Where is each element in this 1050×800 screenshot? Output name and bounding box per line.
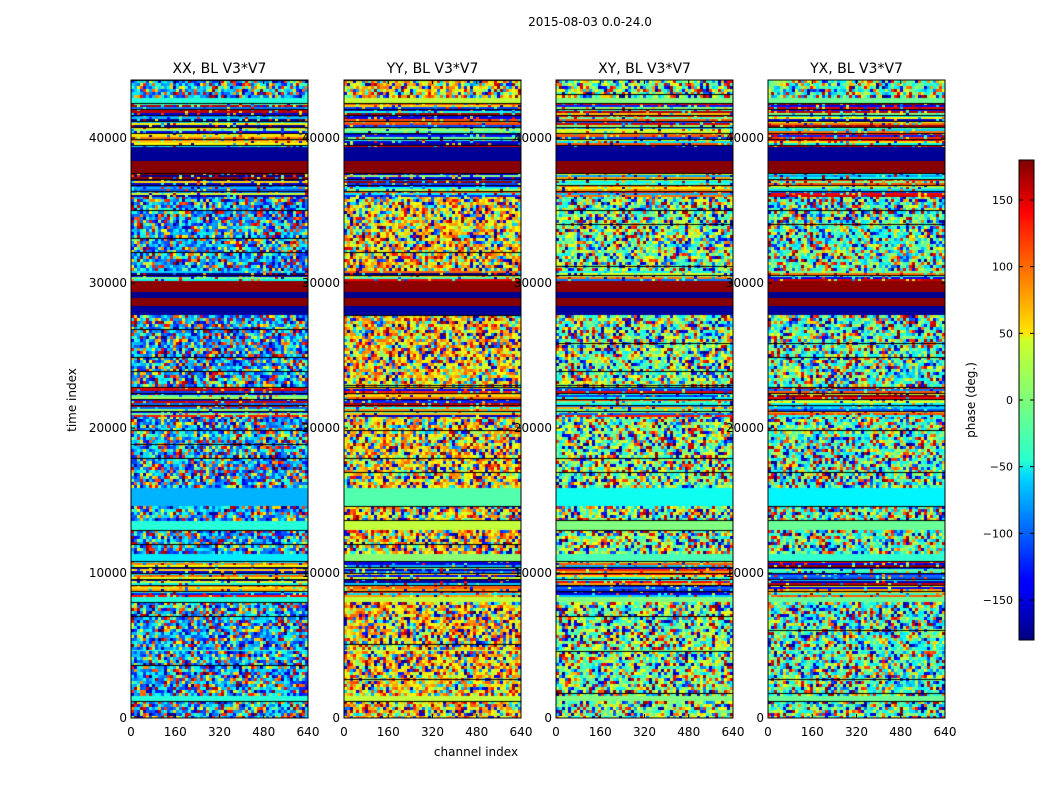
x-tick-label: 640 <box>934 725 957 739</box>
y-tick-label: 0 <box>119 711 127 725</box>
phase-raster <box>344 80 521 718</box>
x-tick-label: 160 <box>164 725 187 739</box>
panel-title: YX, BL V3*V7 <box>809 61 903 77</box>
panel-title: XX, BL V3*V7 <box>173 61 267 77</box>
phase-raster <box>131 80 308 718</box>
y-tick-label: 40000 <box>89 131 127 145</box>
colorbar-tick-label: 150 <box>992 194 1013 207</box>
x-tick-label: 640 <box>510 725 533 739</box>
phase-image <box>768 80 945 718</box>
y-tick-label: 0 <box>544 711 552 725</box>
panel-4: YX, BL V3*V7 0 160 320 480 640 0 10000 20000 3000… <box>726 61 957 739</box>
panel-title: XY, BL V3*V7 <box>598 61 691 77</box>
phase-raster <box>556 80 733 718</box>
phase-raster <box>768 80 945 718</box>
y-tick-label: 10000 <box>89 566 127 580</box>
colorbar-label: phase (deg.) <box>964 362 978 438</box>
y-tick-label: 10000 <box>302 566 340 580</box>
panels-layer: XX, BL V3*V7 0 160 320 480 640 0 10000 20000 3000… <box>89 61 957 739</box>
y-tick-label: 0 <box>332 711 340 725</box>
x-tick-label: 0 <box>552 725 560 739</box>
x-tick-label: 160 <box>589 725 612 739</box>
y-tick-label: 20000 <box>89 421 127 435</box>
colorbar-tick-label: −100 <box>983 527 1013 540</box>
y-tick-label: 30000 <box>514 276 552 290</box>
y-tick-label: 30000 <box>726 276 764 290</box>
x-tick-label: 0 <box>764 725 772 739</box>
phase-image <box>131 80 308 718</box>
x-tick-label: 160 <box>377 725 400 739</box>
colorbar: −150 −100 −50 0 50 100 150 phase (deg.) <box>964 159 1035 641</box>
colorbar-tick-label: 50 <box>999 327 1013 340</box>
x-tick-label: 320 <box>845 725 868 739</box>
y-tick-label: 0 <box>756 711 764 725</box>
y-tick-label: 30000 <box>302 276 340 290</box>
y-axis-label: time index <box>65 368 79 432</box>
x-tick-label: 640 <box>722 725 745 739</box>
phase-image <box>556 80 733 718</box>
y-tick-label: 40000 <box>514 131 552 145</box>
x-tick-label: 480 <box>889 725 912 739</box>
y-tick-label: 10000 <box>514 566 552 580</box>
colorbar-tick-label: 100 <box>992 261 1013 274</box>
y-tick-label: 20000 <box>302 421 340 435</box>
x-tick-label: 320 <box>208 725 231 739</box>
panel-3: XY, BL V3*V7 0 160 320 480 640 0 10000 20000 3000… <box>514 61 745 739</box>
x-tick-label: 480 <box>677 725 700 739</box>
x-tick-label: 160 <box>801 725 824 739</box>
phase-image <box>344 80 521 718</box>
panel-1: XX, BL V3*V7 0 160 320 480 640 0 10000 20000 3000… <box>89 61 320 739</box>
x-tick-label: 0 <box>340 725 348 739</box>
x-tick-label: 640 <box>297 725 320 739</box>
y-tick-label: 30000 <box>89 276 127 290</box>
colorbar-tick-label: −150 <box>983 594 1013 607</box>
y-tick-label: 40000 <box>302 131 340 145</box>
panel-2: YY, BL V3*V7 0 160 320 480 640 0 10000 20000 3000… <box>302 61 533 739</box>
colorbar-tick-label: −50 <box>990 461 1013 474</box>
colorbar-ticks: −150 −100 −50 0 50 100 150 <box>983 194 1034 607</box>
x-tick-label: 480 <box>465 725 488 739</box>
y-tick-label: 20000 <box>514 421 552 435</box>
panel-title: YY, BL V3*V7 <box>386 61 479 77</box>
y-tick-label: 10000 <box>726 566 764 580</box>
y-tick-label: 20000 <box>726 421 764 435</box>
colorbar-tick-label: 0 <box>1006 394 1013 407</box>
suptitle: 2015-08-03 0.0-24.0 <box>528 15 652 29</box>
x-tick-label: 0 <box>127 725 135 739</box>
y-tick-label: 40000 <box>726 131 764 145</box>
x-tick-label: 320 <box>421 725 444 739</box>
x-tick-label: 320 <box>633 725 656 739</box>
x-axis-label: channel index <box>434 745 518 759</box>
x-tick-label: 480 <box>252 725 275 739</box>
